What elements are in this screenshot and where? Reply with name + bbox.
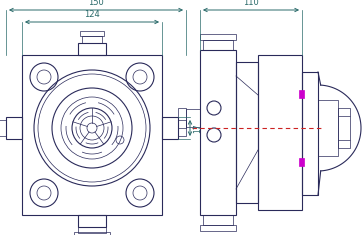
- Bar: [203, 40, 233, 50]
- Bar: [78, 215, 106, 227]
- Bar: [200, 50, 236, 215]
- Bar: [80, 31, 104, 36]
- Bar: [338, 108, 350, 148]
- Bar: [299, 90, 304, 98]
- Bar: [236, 62, 258, 203]
- Text: 17: 17: [193, 123, 202, 133]
- Bar: [318, 100, 338, 156]
- Text: 124: 124: [84, 10, 100, 19]
- Bar: [186, 109, 200, 127]
- Bar: [302, 72, 318, 195]
- Bar: [178, 120, 186, 136]
- Bar: [78, 227, 106, 233]
- Bar: [162, 117, 178, 139]
- Bar: [0, 120, 6, 136]
- Bar: [6, 117, 22, 139]
- Bar: [74, 232, 110, 235]
- Bar: [178, 108, 186, 128]
- Bar: [299, 158, 304, 166]
- Bar: [258, 55, 302, 210]
- Bar: [200, 34, 236, 40]
- Bar: [78, 43, 106, 55]
- Text: 110: 110: [243, 0, 259, 7]
- Bar: [22, 55, 162, 215]
- Text: 150: 150: [88, 0, 104, 7]
- Bar: [200, 225, 236, 231]
- Bar: [82, 36, 102, 43]
- Bar: [203, 215, 233, 225]
